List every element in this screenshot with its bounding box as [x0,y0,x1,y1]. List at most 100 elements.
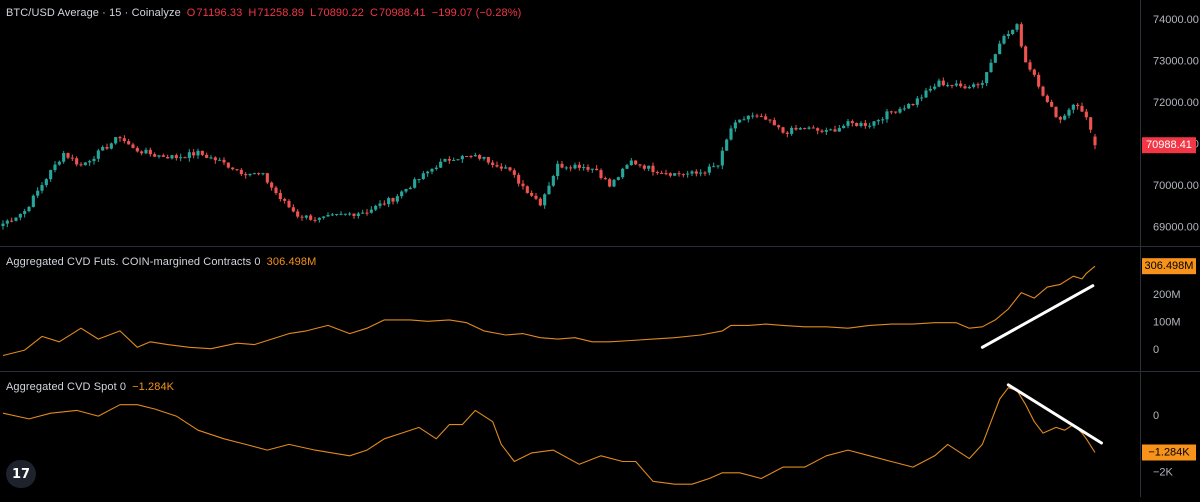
candle-body[interactable] [980,83,984,85]
candle-body[interactable] [209,157,213,159]
candle-body[interactable] [954,83,958,86]
tradingview-logo[interactable]: 17 [6,460,36,488]
candle-body[interactable] [820,130,824,132]
candle-body[interactable] [196,150,200,156]
candle-body[interactable] [252,173,256,175]
candle-body[interactable] [23,211,27,214]
candle-body[interactable] [863,122,867,126]
candle-body[interactable] [855,123,859,127]
candle-body[interactable] [36,190,40,196]
candle-body[interactable] [777,125,781,128]
candle-body[interactable] [1032,69,1036,75]
spot-downtrend-line[interactable] [1006,383,1103,445]
candle-body[interactable] [482,156,486,159]
candle-body[interactable] [816,128,820,131]
candle-body[interactable] [642,165,646,169]
candle-body[interactable] [790,127,794,134]
candle-body[interactable] [356,213,360,216]
candle-body[interactable] [850,121,854,124]
candle-body[interactable] [1024,46,1028,63]
candle-body[interactable] [443,159,447,162]
candle-body[interactable] [348,213,352,215]
candle-body[interactable] [911,104,915,106]
candle-body[interactable] [859,122,863,127]
candle-body[interactable] [447,159,451,161]
candle-body[interactable] [218,159,222,161]
candle-body[interactable] [183,157,187,159]
candle-body[interactable] [88,161,92,163]
candle-body[interactable] [998,43,1002,55]
candle-body[interactable] [469,156,473,158]
candle-body[interactable] [933,86,937,89]
candle-body[interactable] [941,80,945,86]
candle-body[interactable] [1093,136,1097,146]
candle-body[interactable] [746,115,750,120]
candle-body[interactable] [235,169,239,171]
candle-body[interactable] [495,165,499,167]
candle-body[interactable] [690,171,694,174]
candle-body[interactable] [417,179,421,181]
candle-body[interactable] [755,115,759,117]
candle-body[interactable] [582,167,586,169]
candle-body[interactable] [53,164,57,171]
candle-body[interactable] [907,104,911,109]
candle-body[interactable] [1002,36,1006,44]
candle-body[interactable] [781,127,785,133]
candle-body[interactable] [1041,86,1045,96]
candle-body[interactable] [31,195,35,207]
candle-body[interactable] [261,173,265,175]
candle-body[interactable] [530,192,534,196]
futs-uptrend-line[interactable] [980,284,1095,349]
candle-body[interactable] [1067,109,1071,116]
candle-body[interactable] [729,128,733,140]
candle-body[interactable] [187,152,191,158]
candle-body[interactable] [40,185,44,191]
candle-body[interactable] [638,164,642,166]
candle-body[interactable] [343,213,347,215]
candle-body[interactable] [625,165,629,169]
candle-body[interactable] [1015,24,1019,30]
candle-body[interactable] [387,198,391,205]
candle-body[interactable] [950,85,954,87]
candle-body[interactable] [27,206,31,212]
candle-body[interactable] [1019,24,1023,47]
candle-body[interactable] [44,179,48,186]
candle-body[interactable] [616,177,620,180]
candle-body[interactable] [889,111,893,113]
candle-body[interactable] [369,209,373,213]
candle-body[interactable] [569,167,573,169]
candle-body[interactable] [924,90,928,98]
candle-body[interactable] [1058,117,1062,120]
candle-body[interactable] [170,155,174,159]
candle-body[interactable] [842,125,846,129]
candle-body[interactable] [963,86,967,89]
candle-body[interactable] [807,127,811,129]
candle-body[interactable] [49,170,53,180]
candle-body[interactable] [967,86,971,89]
candle-body[interactable] [846,121,850,126]
candle-body[interactable] [703,172,707,174]
candle-body[interactable] [395,196,399,202]
candle-body[interactable] [794,127,798,130]
candle-body[interactable] [400,191,404,197]
candle-body[interactable] [920,97,924,99]
candle-body[interactable] [681,174,685,176]
candle-body[interactable] [62,153,66,162]
candle-body[interactable] [274,187,278,193]
candle-body[interactable] [421,173,425,180]
candle-body[interactable] [361,212,365,214]
candle-body[interactable] [109,143,113,149]
candle-body[interactable] [1076,104,1080,107]
candle-body[interactable] [465,155,469,157]
candle-body[interactable] [1089,117,1093,130]
candle-body[interactable] [157,155,161,157]
candle-body[interactable] [326,215,330,217]
candle-body[interactable] [590,168,594,170]
candle-body[interactable] [1084,111,1088,118]
candle-body[interactable] [101,146,105,151]
candle-body[interactable] [1006,34,1010,37]
candle-body[interactable] [278,192,282,200]
candle-body[interactable] [248,173,252,176]
candle-body[interactable] [573,164,577,169]
